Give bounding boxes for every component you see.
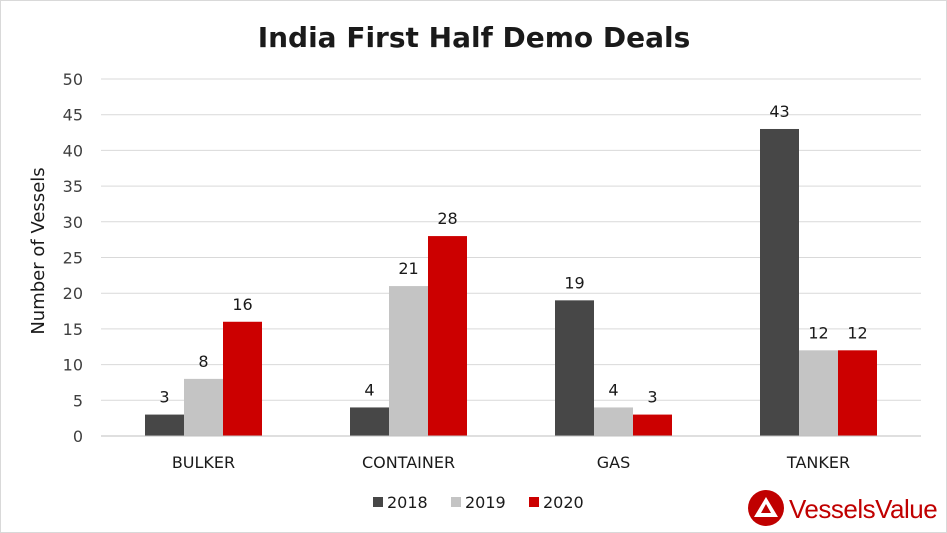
x-category-label: TANKER [786, 453, 850, 472]
y-tick-label: 20 [63, 284, 83, 303]
bar-container-2018 [350, 407, 389, 436]
bar-bulker-2018 [145, 414, 184, 436]
data-label: 3 [647, 388, 657, 407]
vesselsvalue-logo: VesselsValue [748, 490, 938, 526]
y-axis-ticks: 0 5 10 15 20 25 30 35 40 45 50 [63, 70, 83, 446]
logo-icon-mark [754, 497, 778, 517]
data-label: 12 [808, 323, 828, 342]
y-tick-label: 45 [63, 106, 83, 125]
bar-container-2019 [389, 286, 428, 436]
bar-bulker-2019 [184, 378, 223, 436]
x-category-label: GAS [597, 453, 631, 472]
bar-tanker-2019 [799, 350, 838, 436]
legend-label: 2020 [543, 493, 584, 512]
bar-tanker-2020 [838, 350, 877, 436]
data-label: 12 [847, 323, 867, 342]
y-tick-label: 50 [63, 70, 83, 89]
y-tick-label: 10 [63, 356, 83, 375]
data-label: 19 [564, 273, 584, 292]
bar-gas-2018 [555, 300, 594, 436]
data-label: 16 [232, 295, 252, 314]
chart-title: India First Half Demo Deals [258, 21, 691, 54]
data-label: 4 [608, 380, 618, 399]
data-label: 21 [398, 259, 418, 278]
bar-gas-2020 [633, 414, 672, 436]
y-tick-label: 25 [63, 249, 83, 268]
data-label: 43 [769, 102, 789, 121]
y-axis-label: Number of Vessels [28, 167, 49, 334]
bars [145, 128, 877, 436]
y-tick-label: 40 [63, 141, 83, 160]
logo-icon [748, 490, 784, 526]
legend-swatch-2019 [451, 497, 461, 507]
x-axis-categories: BULKER CONTAINER GAS TANKER [172, 453, 850, 472]
x-category-label: CONTAINER [362, 453, 455, 472]
data-label: 28 [437, 209, 457, 228]
bar-bulker-2020 [223, 321, 262, 436]
y-tick-label: 15 [63, 320, 83, 339]
x-category-label: BULKER [172, 453, 235, 472]
y-tick-label: 5 [73, 391, 83, 410]
data-label: 3 [159, 388, 169, 407]
legend: 2018 2019 2020 [373, 493, 584, 512]
bar-tanker-2018 [760, 128, 799, 436]
legend-swatch-2018 [373, 497, 383, 507]
logo-text: VesselsValue [789, 494, 937, 524]
legend-swatch-2020 [529, 497, 539, 507]
legend-label: 2019 [465, 493, 506, 512]
data-label: 4 [364, 380, 374, 399]
data-label: 8 [198, 352, 208, 371]
y-tick-label: 0 [73, 427, 83, 446]
y-tick-label: 35 [63, 177, 83, 196]
bar-gas-2019 [594, 407, 633, 436]
legend-label: 2018 [387, 493, 428, 512]
y-tick-label: 30 [63, 213, 83, 232]
bar-container-2020 [428, 236, 467, 436]
